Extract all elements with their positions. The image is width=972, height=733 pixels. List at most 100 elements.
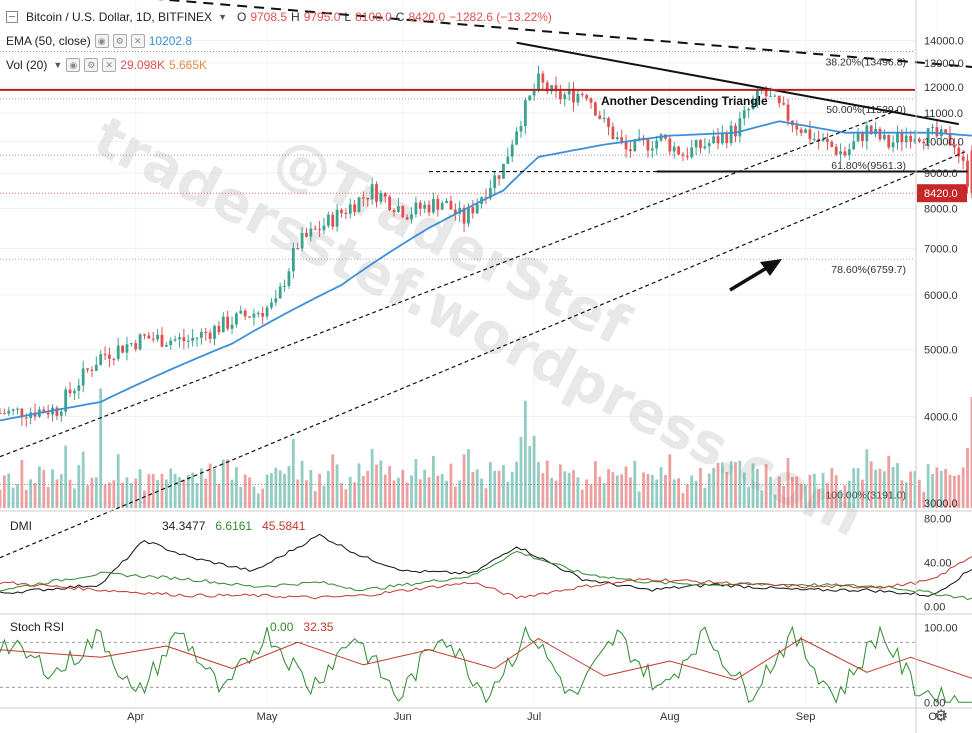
volume-bar	[567, 472, 571, 508]
settings-icon[interactable]: ⚙	[84, 58, 99, 72]
y-tick-label: 11000.0	[924, 108, 963, 120]
candle-body	[887, 134, 891, 148]
volume-bar	[471, 472, 475, 508]
close-icon[interactable]: ✕	[102, 58, 117, 72]
dmi-legend[interactable]: DMI 34.3477 6.6161 45.5841	[10, 519, 305, 533]
candle-body	[90, 369, 94, 371]
volume-bar	[226, 459, 230, 508]
dmi-tick-label: 80.00	[924, 514, 952, 526]
volume-legend[interactable]: Vol (20) ▼ ◉ ⚙ ✕ 29.098K 5.665K	[6, 58, 207, 72]
y-tick-label: 7000.0	[924, 244, 958, 256]
candle-body	[0, 412, 2, 414]
candle-body	[410, 214, 413, 220]
volume-bar	[291, 439, 295, 508]
candle-body	[541, 73, 545, 83]
eye-icon[interactable]: ◉	[94, 34, 109, 48]
candle-body	[318, 229, 321, 231]
stoch-legend[interactable]: Stoch RSI 0.00 32.35	[10, 620, 333, 634]
volume-bar	[204, 478, 208, 508]
volume-bar	[121, 482, 124, 508]
candle-body	[353, 204, 357, 212]
volume-bar	[138, 469, 142, 508]
candle-body	[782, 103, 786, 105]
y-tick-label: 8000.0	[924, 204, 958, 216]
volume-bar	[580, 489, 584, 508]
collapse-icon[interactable]	[6, 11, 18, 23]
candle-body	[230, 324, 234, 329]
eye-icon[interactable]: ◉	[66, 58, 81, 72]
candle-body	[445, 200, 448, 204]
volume-bar	[340, 483, 343, 508]
settings-icon[interactable]: ⚙	[112, 34, 127, 48]
volume-bar	[655, 479, 659, 508]
volume-bar	[506, 482, 510, 508]
candle-body	[926, 128, 930, 144]
dmi-series-line	[0, 550, 972, 601]
volume-bar	[861, 479, 864, 508]
trendline	[516, 41, 959, 126]
volume-bar	[523, 400, 527, 508]
close-icon[interactable]: ✕	[130, 34, 145, 48]
high-value: 9795.0	[303, 10, 341, 24]
volume-bar	[353, 482, 357, 508]
x-tick-label: Apr	[127, 711, 144, 723]
stoch-label[interactable]: Stoch RSI	[10, 620, 65, 634]
trendline	[157, 0, 972, 68]
candle-body	[274, 298, 278, 303]
candle-body	[195, 337, 199, 339]
candle-body	[81, 368, 85, 386]
candle-body	[73, 390, 76, 394]
candle-body	[953, 144, 956, 148]
ema-value: 10202.8	[148, 34, 193, 48]
volume-bars	[0, 388, 972, 508]
volume-bar	[436, 475, 440, 508]
candle-body	[375, 184, 378, 202]
low-value: 8100.0	[355, 10, 392, 24]
volume-bar	[716, 462, 720, 508]
candle-body	[388, 196, 392, 211]
candle-body	[199, 331, 203, 338]
volume-bar	[874, 469, 877, 508]
volume-bar	[344, 489, 348, 508]
candle-body	[68, 389, 72, 394]
volume-bar	[357, 463, 361, 508]
volume-bar	[554, 480, 558, 508]
candle-body	[396, 206, 400, 212]
volume-bar	[230, 479, 234, 508]
volume-bar	[51, 469, 54, 508]
chevron-down-icon[interactable]: ▼	[218, 12, 227, 22]
candle-body	[405, 217, 409, 220]
candle-body	[160, 334, 164, 347]
volume-label[interactable]: Vol (20)	[6, 58, 48, 72]
candle-body	[738, 118, 742, 137]
dmi-label[interactable]: DMI	[10, 519, 32, 533]
volume-bar	[502, 465, 505, 508]
candle-body	[944, 129, 948, 133]
candle-body	[550, 85, 554, 92]
ema-label[interactable]: EMA (50, close)	[6, 34, 91, 48]
x-tick-label: Jun	[394, 711, 412, 723]
candle-body	[572, 88, 575, 103]
volume-bar	[694, 481, 698, 508]
candle-body	[900, 133, 904, 143]
y-tick-label: 12000.0	[924, 82, 964, 94]
candle-body	[326, 214, 330, 226]
candle-body	[523, 100, 527, 126]
gear-icon[interactable]: ⚙	[934, 708, 949, 725]
candle-body	[913, 138, 917, 142]
ema-legend[interactable]: EMA (50, close) ◉ ⚙ ✕ 10202.8	[6, 34, 192, 48]
dmi-tick-label: 40.00	[924, 558, 952, 570]
volume-bar	[620, 474, 624, 508]
volume-bar	[909, 471, 913, 508]
annotations: Another Descending Triangle	[601, 94, 782, 292]
candle-body	[379, 193, 383, 202]
volume-bar	[699, 467, 702, 508]
volume-bar	[388, 465, 392, 508]
volume-bar	[493, 470, 497, 508]
candle-body	[248, 316, 251, 318]
y-tick-label: 10000.0	[924, 137, 964, 149]
chevron-down-icon[interactable]: ▼	[53, 60, 63, 70]
symbol-title[interactable]: Bitcoin / U.S. Dollar, 1D, BITFINEX	[26, 10, 213, 24]
